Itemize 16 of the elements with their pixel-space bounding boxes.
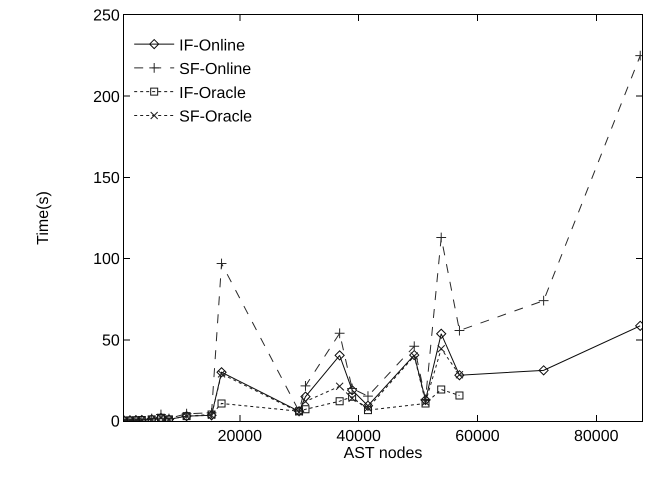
x-axis-title: AST nodes: [344, 445, 422, 462]
x-tick-label: 40000: [336, 428, 381, 446]
y-tick-label: 50: [102, 332, 120, 350]
x-tick-label: 20000: [218, 428, 262, 446]
y-tick-label: 200: [93, 88, 120, 106]
x-tick-label: 80000: [574, 428, 619, 446]
y-tick-label: 100: [93, 251, 120, 268]
legend-label: SF-Online: [179, 61, 252, 78]
y-tick-label: 150: [93, 170, 120, 187]
legend-label: IF-Oracle: [179, 84, 246, 102]
y-tick-label: 250: [93, 8, 120, 25]
x-tick-label: 60000: [455, 428, 500, 446]
y-tick-label: 0: [110, 414, 120, 431]
y-axis-title: Time(s): [34, 191, 52, 245]
legend-label: SF-Oracle: [179, 108, 252, 126]
legend-label: IF-Online: [179, 37, 246, 54]
